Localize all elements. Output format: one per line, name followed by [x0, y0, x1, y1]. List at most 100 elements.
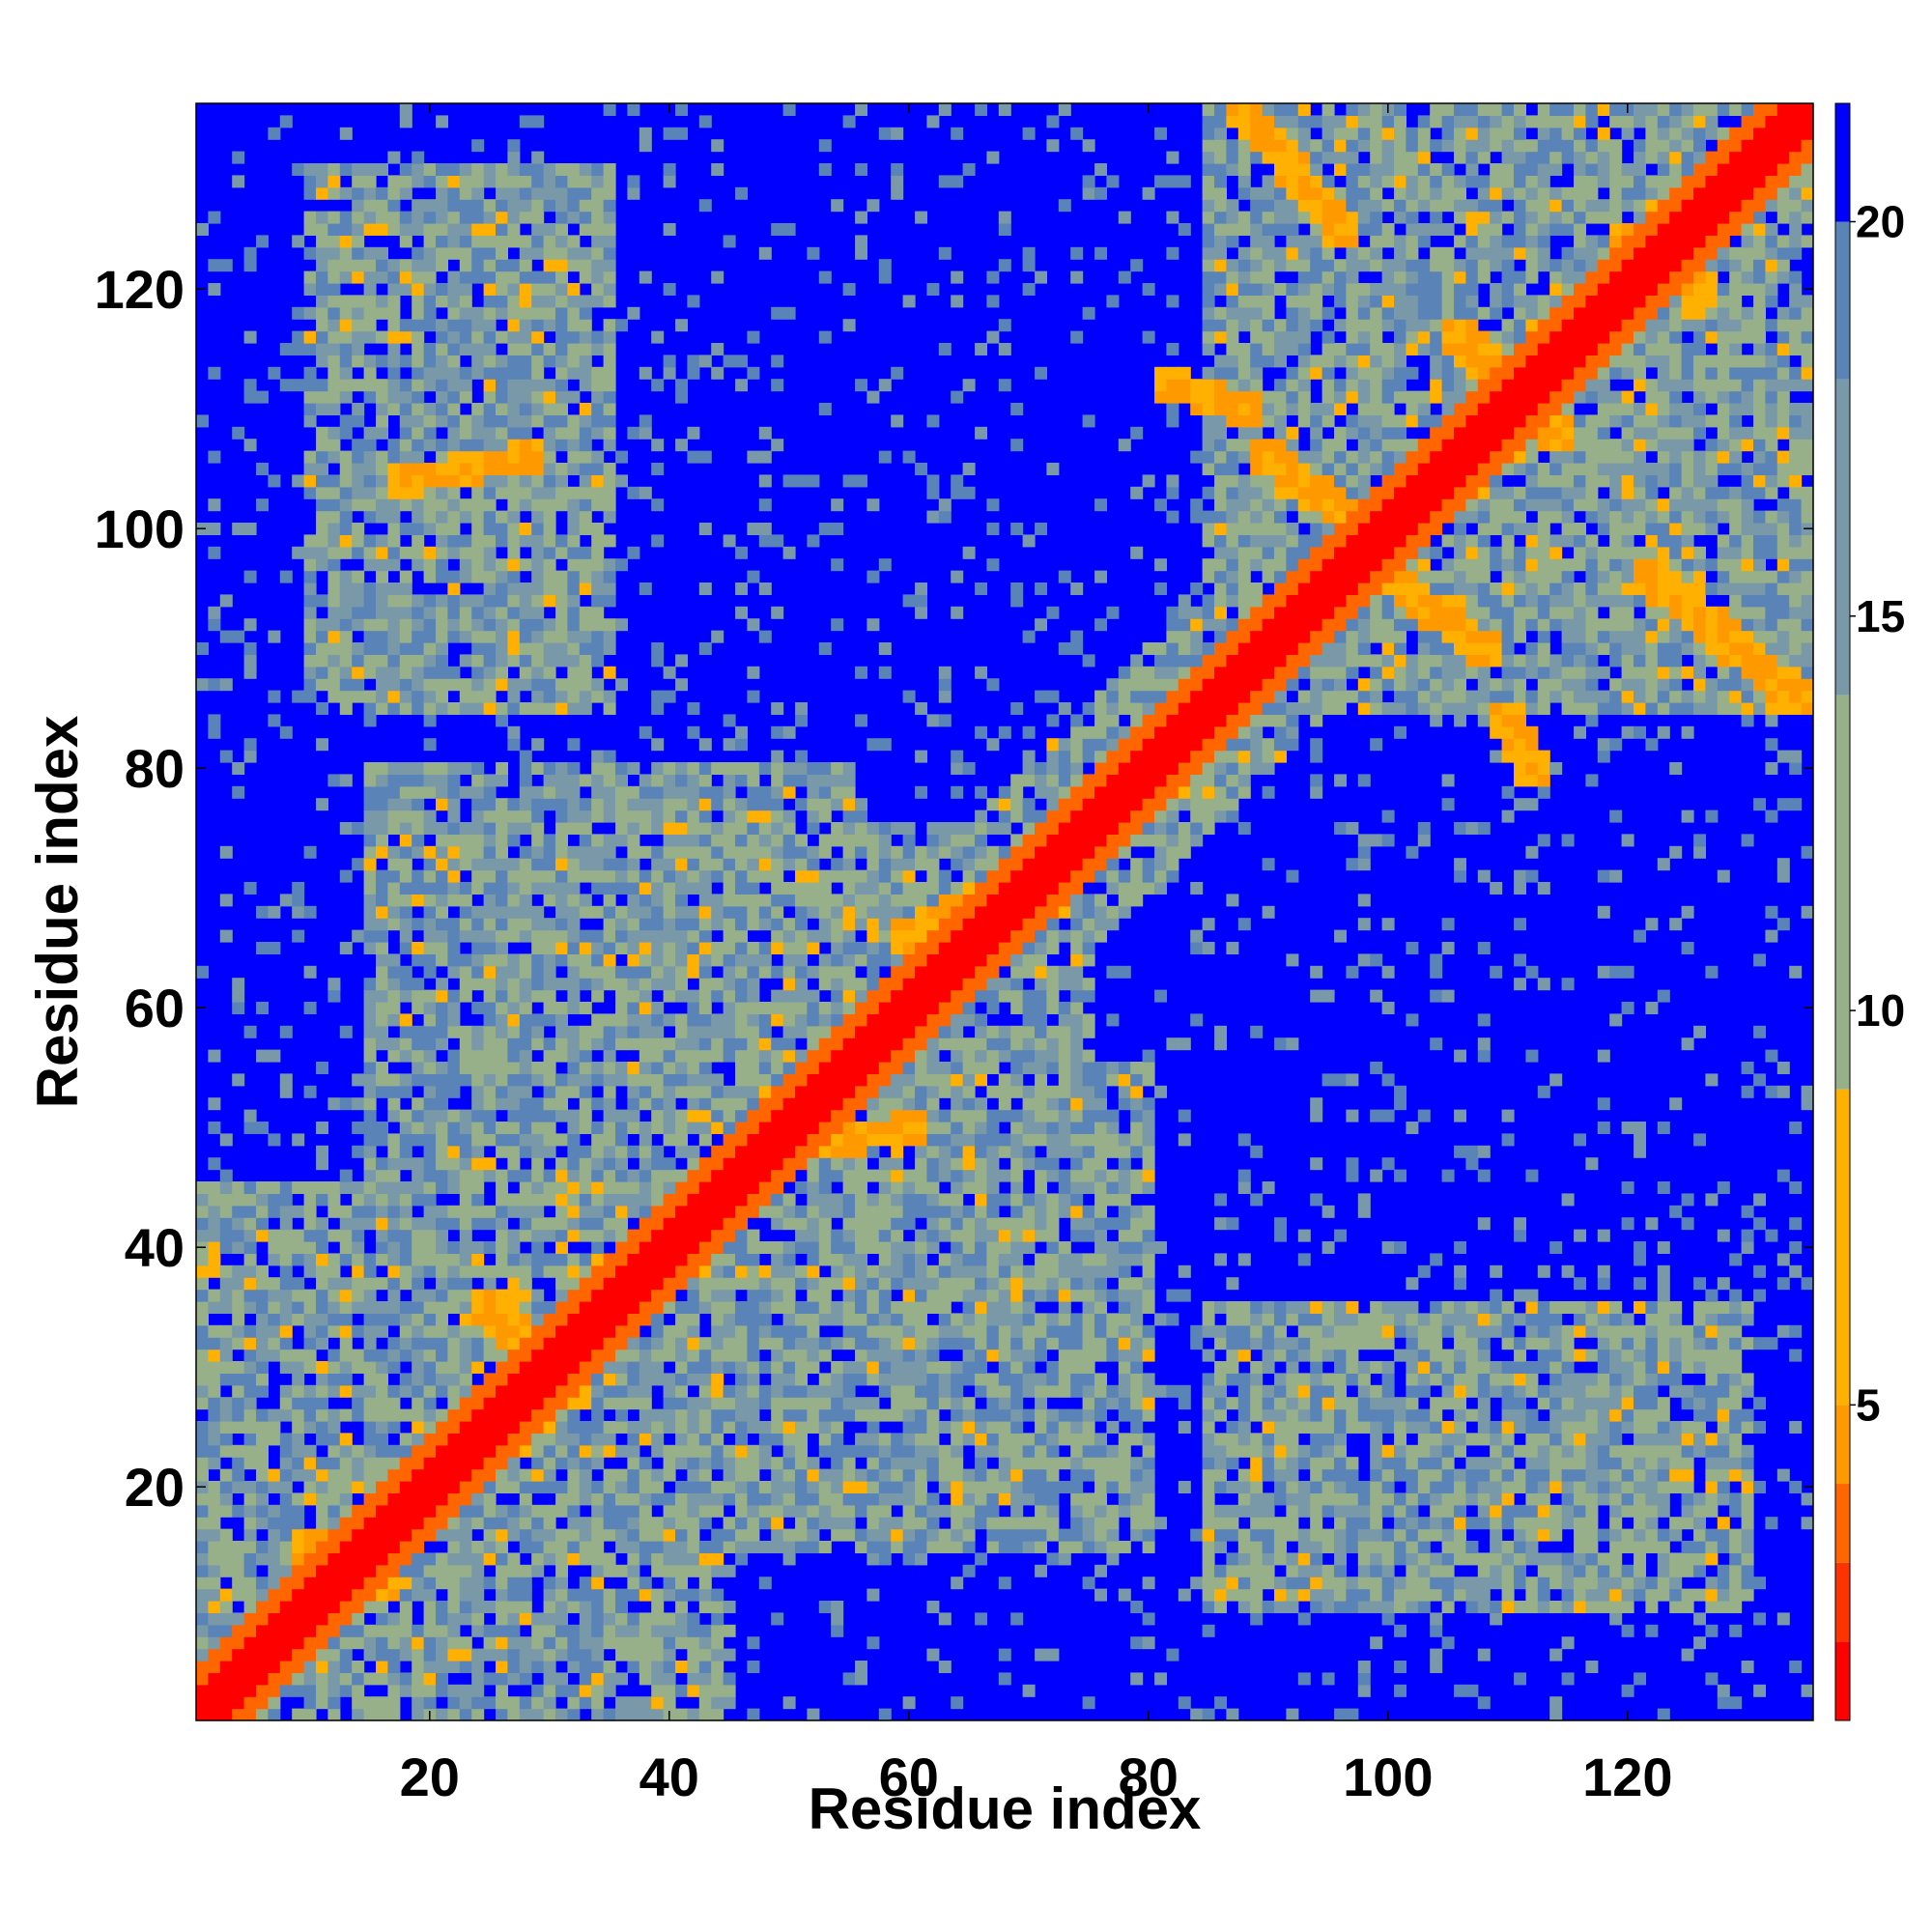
heatmap-cell	[327, 1205, 341, 1218]
heatmap-cell	[303, 690, 317, 703]
heatmap-cell	[219, 845, 233, 859]
heatmap-cell	[268, 1324, 281, 1338]
heatmap-cell	[352, 295, 365, 308]
heatmap-cell	[531, 343, 545, 355]
heatmap-cell	[698, 1361, 712, 1374]
heatmap-cell	[675, 965, 688, 979]
heatmap-cell	[519, 894, 532, 907]
heatmap-cell	[447, 1421, 461, 1434]
heatmap-cell	[376, 762, 388, 775]
heatmap-cell	[232, 1397, 245, 1410]
heatmap-cell	[531, 151, 545, 164]
heatmap-cell	[878, 1002, 892, 1014]
heatmap-cell	[471, 1492, 485, 1506]
heatmap-cell	[579, 845, 592, 859]
heatmap-cell	[555, 1552, 568, 1566]
heatmap-cell	[483, 474, 497, 488]
heatmap-cell	[387, 1253, 401, 1266]
heatmap-cell	[543, 1433, 556, 1446]
heatmap-cell	[867, 1492, 880, 1506]
heatmap-cell	[471, 618, 485, 632]
heatmap-cell	[567, 1085, 581, 1098]
heatmap-cell	[698, 1661, 712, 1673]
heatmap-cell	[507, 965, 521, 979]
heatmap-cell	[555, 246, 568, 260]
heatmap-cell	[807, 822, 820, 835]
heatmap-cell	[698, 1133, 712, 1147]
heatmap-cell	[339, 414, 353, 428]
heatmap-cell	[316, 1624, 328, 1637]
heatmap-cell	[507, 570, 521, 583]
heatmap-cell	[902, 1408, 916, 1422]
heatmap-cell	[687, 953, 700, 967]
heatmap-cell	[698, 1397, 712, 1410]
heatmap-cell	[303, 1085, 317, 1098]
heatmap-cell	[412, 1122, 425, 1134]
heatmap-cell	[567, 390, 581, 404]
heatmap-cell	[579, 1481, 592, 1493]
heatmap-cell	[352, 1229, 365, 1242]
heatmap-cell	[543, 1264, 556, 1278]
heatmap-cell	[579, 1384, 592, 1398]
heatmap-cell	[256, 1577, 269, 1590]
heatmap-cell	[256, 1049, 269, 1063]
heatmap-cell	[663, 942, 676, 954]
heatmap-cell	[316, 390, 328, 404]
heatmap-cell	[603, 199, 616, 213]
heatmap-cell	[412, 463, 425, 475]
heatmap-cell	[758, 1002, 772, 1014]
heatmap-cell	[531, 965, 545, 979]
heatmap-cell	[483, 199, 497, 213]
heatmap-cell	[507, 534, 521, 548]
heatmap-cell	[855, 942, 867, 954]
heatmap-cell	[543, 1013, 556, 1027]
heatmap-cell	[579, 1457, 592, 1470]
heatmap-cell	[412, 439, 425, 452]
heatmap-cell	[519, 678, 532, 692]
heatmap-cell	[723, 905, 736, 919]
heatmap-cell	[363, 474, 377, 488]
heatmap-cell	[543, 450, 556, 464]
heatmap-cell	[771, 1301, 784, 1314]
heatmap-cell	[567, 558, 581, 572]
heatmap-cell	[531, 785, 545, 799]
heatmap-cell	[219, 1241, 233, 1254]
heatmap-cell	[483, 1337, 497, 1350]
heatmap-cell	[243, 1588, 257, 1602]
heatmap-cell	[436, 1528, 448, 1542]
heatmap-cell	[399, 690, 412, 703]
heatmap-cell	[447, 498, 461, 512]
heatmap-cell	[855, 246, 867, 260]
heatmap-cell	[376, 918, 388, 931]
heatmap-cell	[531, 1648, 545, 1662]
heatmap-cell	[591, 630, 605, 643]
heatmap-cell	[878, 1492, 892, 1506]
heatmap-cell	[219, 1612, 233, 1626]
heatmap-cell	[855, 1217, 867, 1231]
heatmap-cell	[531, 1397, 545, 1410]
heatmap-cell	[496, 1552, 508, 1566]
heatmap-cell	[303, 223, 317, 236]
heatmap-cell	[196, 1217, 209, 1231]
heatmap-cell	[256, 1408, 269, 1422]
heatmap-cell	[327, 510, 341, 524]
heatmap-cell	[891, 1025, 904, 1038]
heatmap-cell	[698, 929, 712, 943]
heatmap-cell	[807, 1421, 820, 1434]
heatmap-cell	[807, 774, 820, 787]
heatmap-cell	[639, 1588, 652, 1602]
heatmap-cell	[483, 270, 497, 284]
heatmap-cell	[747, 1408, 760, 1422]
heatmap-cell	[831, 858, 844, 871]
heatmap-cell	[471, 965, 485, 979]
heatmap-cell	[292, 330, 305, 344]
heatmap-cell	[782, 1002, 796, 1014]
heatmap-cell	[447, 1289, 461, 1302]
heatmap-cell	[459, 366, 472, 380]
heatmap-cell	[447, 163, 461, 176]
heatmap-cell	[591, 1661, 605, 1673]
heatmap-cell	[339, 1528, 353, 1542]
heatmap-cell	[447, 270, 461, 284]
heatmap-cell	[303, 1552, 317, 1566]
heatmap-cell	[807, 534, 820, 548]
